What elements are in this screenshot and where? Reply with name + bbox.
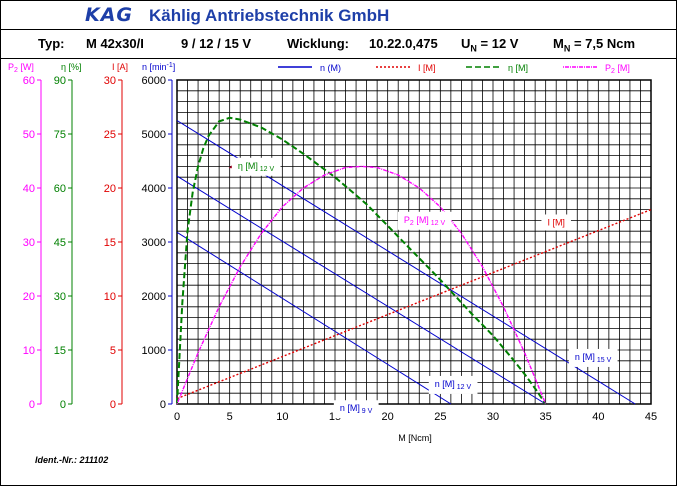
curve-label: P2 [M] 12 V: [397, 211, 452, 230]
legend-label: n (M): [320, 63, 341, 73]
series-I-12-V: [176, 208, 652, 400]
x-tick-label: 0: [174, 411, 180, 423]
curve-label-text: n [M] 12 V: [435, 379, 472, 391]
I-axis-label: I [A]: [112, 62, 128, 72]
curve-label-bg: [541, 214, 571, 231]
x-tick-label: 5: [227, 411, 233, 423]
P2-tick-label: 10: [23, 345, 35, 357]
x-tick-label: 30: [487, 411, 499, 423]
eta-tick-label: 45: [54, 237, 66, 249]
x-tick-label: 10: [276, 411, 288, 423]
x-axis-label: M [Ncm]: [398, 433, 432, 443]
mn-sub: N: [563, 43, 571, 54]
x-tick-label: 40: [592, 411, 604, 423]
company-logo: KAG: [85, 4, 134, 26]
n-axis-label: n [min-1]: [142, 62, 175, 72]
eta-axis-label: η [%]: [61, 62, 82, 72]
I-tick-label: 20: [104, 183, 116, 195]
spec-bar: Typ: M 42x30/I 9 / 12 / 15 V Wicklung: 1…: [1, 30, 676, 59]
P2-tick-label: 40: [23, 183, 35, 195]
un-value: = 12 V: [480, 36, 519, 51]
chart-legend: n (M) I [M] η [M] P2 [M]: [278, 63, 630, 75]
n-tick-label: 5000: [142, 129, 166, 141]
curve-label: n [M] 12 V: [428, 375, 478, 394]
n-tick-label: 1000: [142, 345, 166, 357]
n-tick-label: 6000: [142, 75, 166, 87]
mn-value: = 7,5 Ncm: [573, 36, 636, 51]
curve-label-text: η [M] 12 V: [238, 161, 275, 173]
mn-rating: MN = 7,5 Ncm: [553, 36, 635, 54]
curve-label-bg: [568, 348, 618, 367]
series-n-9-V: [176, 231, 452, 405]
legend-label: I [M]: [418, 63, 436, 73]
P2-tick-label: 30: [23, 237, 35, 249]
x-tick-label: 25: [434, 411, 446, 423]
chart-annotations: η [M] 12 V P2 [M] 12 V I [M] n [M] 15 V n [M…: [231, 157, 618, 419]
curve-label-text: P2 [M] 12 V: [404, 215, 446, 227]
series-η-12-V: [176, 116, 547, 405]
n-tick-label: 3000: [142, 237, 166, 249]
typ-value: M 42x30/I: [86, 36, 144, 51]
header-bar: KAG Kählig Antriebstechnik GmbH: [1, 1, 676, 30]
curve-label-text: n [M] 9 V: [340, 403, 373, 415]
curve-label: η [M] 12 V: [231, 157, 281, 176]
series-P2-12-V: [176, 165, 547, 405]
I-tick-label: 25: [104, 129, 116, 141]
I-tick-label: 10: [104, 291, 116, 303]
curve-label-bg: [397, 211, 452, 230]
curve-label-text: n [M] 15 V: [575, 352, 612, 364]
curve-label: n [M] 9 V: [333, 400, 379, 419]
eta-tick-label: 15: [54, 345, 66, 357]
eta-tick-label: 75: [54, 129, 66, 141]
curve-label: n [M] 15 V: [568, 348, 618, 367]
x-tick-label: 35: [540, 411, 552, 423]
n-tick-label: 0: [160, 399, 166, 411]
P2-tick-label: 0: [29, 399, 35, 411]
un-symbol: U: [461, 36, 471, 51]
un-rating: UN = 12 V: [461, 36, 518, 54]
x-tick-label: 20: [382, 411, 394, 423]
I-tick-label: 5: [110, 345, 116, 357]
eta-tick-label: 30: [54, 291, 66, 303]
curve-label-text: I [M]: [547, 217, 565, 227]
curve-label: I [M]: [541, 214, 571, 231]
eta-tick-label: 90: [54, 75, 66, 87]
P2-axis-label: P2 [W]: [8, 62, 34, 74]
chart-axes: 0510152025303540450102030405060P2 [W]015…: [8, 62, 657, 423]
typ-label: Typ:: [38, 36, 65, 51]
P2-tick-label: 20: [23, 291, 35, 303]
voltages: 9 / 12 / 15 V: [181, 36, 252, 51]
mn-symbol: M: [553, 36, 564, 51]
curve-label-bg: [333, 400, 379, 419]
n-tick-label: 4000: [142, 183, 166, 195]
I-tick-label: 0: [110, 399, 116, 411]
chart-grid: [176, 79, 652, 405]
x-tick-label: 45: [645, 411, 657, 423]
eta-tick-label: 0: [60, 399, 66, 411]
curve-label-bg: [428, 375, 478, 394]
legend-label: η [M]: [508, 63, 528, 73]
eta-tick-label: 60: [54, 183, 66, 195]
P2-tick-label: 50: [23, 129, 35, 141]
plot-frame: [176, 79, 652, 405]
wicklung-value: 10.22.0,475: [369, 36, 438, 51]
curve-label-bg: [231, 157, 281, 176]
un-sub: N: [470, 43, 477, 54]
wicklung-label: Wicklung:: [287, 36, 349, 51]
company-name: Kählig Antriebstechnik GmbH: [149, 6, 390, 25]
P2-tick-label: 60: [23, 75, 35, 87]
I-tick-label: 30: [104, 75, 116, 87]
n-tick-label: 2000: [142, 291, 166, 303]
ident-number: Ident.-Nr.: 211102: [35, 455, 109, 465]
I-tick-label: 15: [104, 237, 116, 249]
series-n-12-V: [176, 175, 546, 405]
legend-label: P2 [M]: [605, 63, 630, 75]
